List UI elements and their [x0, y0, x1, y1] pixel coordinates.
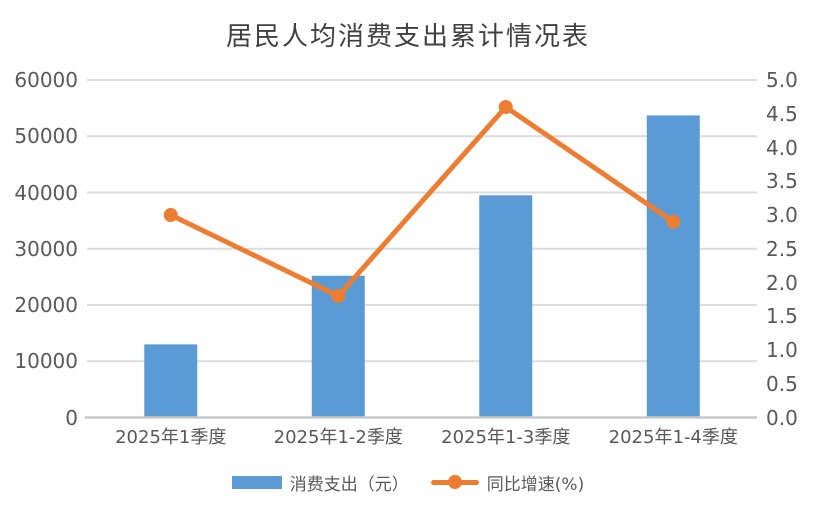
left-axis-tick-label: 10000	[14, 349, 78, 374]
right-axis-tick-label: 2.5	[766, 236, 798, 261]
right-axis-tick-label: 3.5	[766, 169, 798, 194]
left-axis-tick-label: 20000	[14, 293, 78, 317]
category-label: 2025年1-4季度	[608, 427, 738, 448]
right-axis-tick-label: 5.0	[766, 68, 798, 92]
bar-series-legend-label: 消费支出（元）	[289, 474, 409, 495]
right-axis-tick-label: 4.5	[766, 101, 798, 126]
line-series-swatch-icon	[430, 479, 479, 485]
bar	[646, 115, 700, 418]
right-axis-tick-label: 1.0	[766, 338, 798, 362]
legend: 消费支出（元） 同比增速(%)	[0, 469, 816, 495]
right-axis-tick-label: 1.5	[766, 304, 798, 329]
line-series-legend-label: 同比增速(%)	[486, 474, 585, 495]
right-axis-tick-label: 2.0	[766, 270, 798, 295]
right-axis-tick-label: 0.0	[766, 405, 798, 430]
left-axis-tick-label: 0	[65, 405, 78, 430]
bar	[144, 344, 198, 418]
right-axis-tick-label: 3.0	[766, 203, 798, 227]
category-label: 2025年1-2季度	[273, 427, 403, 448]
bar-series-swatch-icon	[231, 475, 282, 489]
left-axis-tick-label: 30000	[14, 236, 78, 261]
left-axis-tick-label: 40000	[14, 180, 78, 205]
category-label: 2025年1季度	[115, 427, 227, 448]
bar	[479, 195, 533, 418]
trend-line	[168, 104, 676, 299]
data-point-marker	[163, 208, 178, 222]
data-point-marker	[498, 100, 513, 114]
category-label: 2025年1-3季度	[441, 427, 571, 448]
left-axis-tick-label: 50000	[14, 124, 78, 149]
left-axis-tick-label: 60000	[14, 68, 78, 92]
right-axis-tick-label: 0.5	[766, 371, 798, 396]
data-point-marker	[666, 214, 681, 229]
chart-title: 居民人均消费支出累计情况表	[225, 22, 590, 52]
right-axis-tick-label: 4.0	[766, 135, 798, 160]
data-point-marker	[331, 289, 346, 303]
